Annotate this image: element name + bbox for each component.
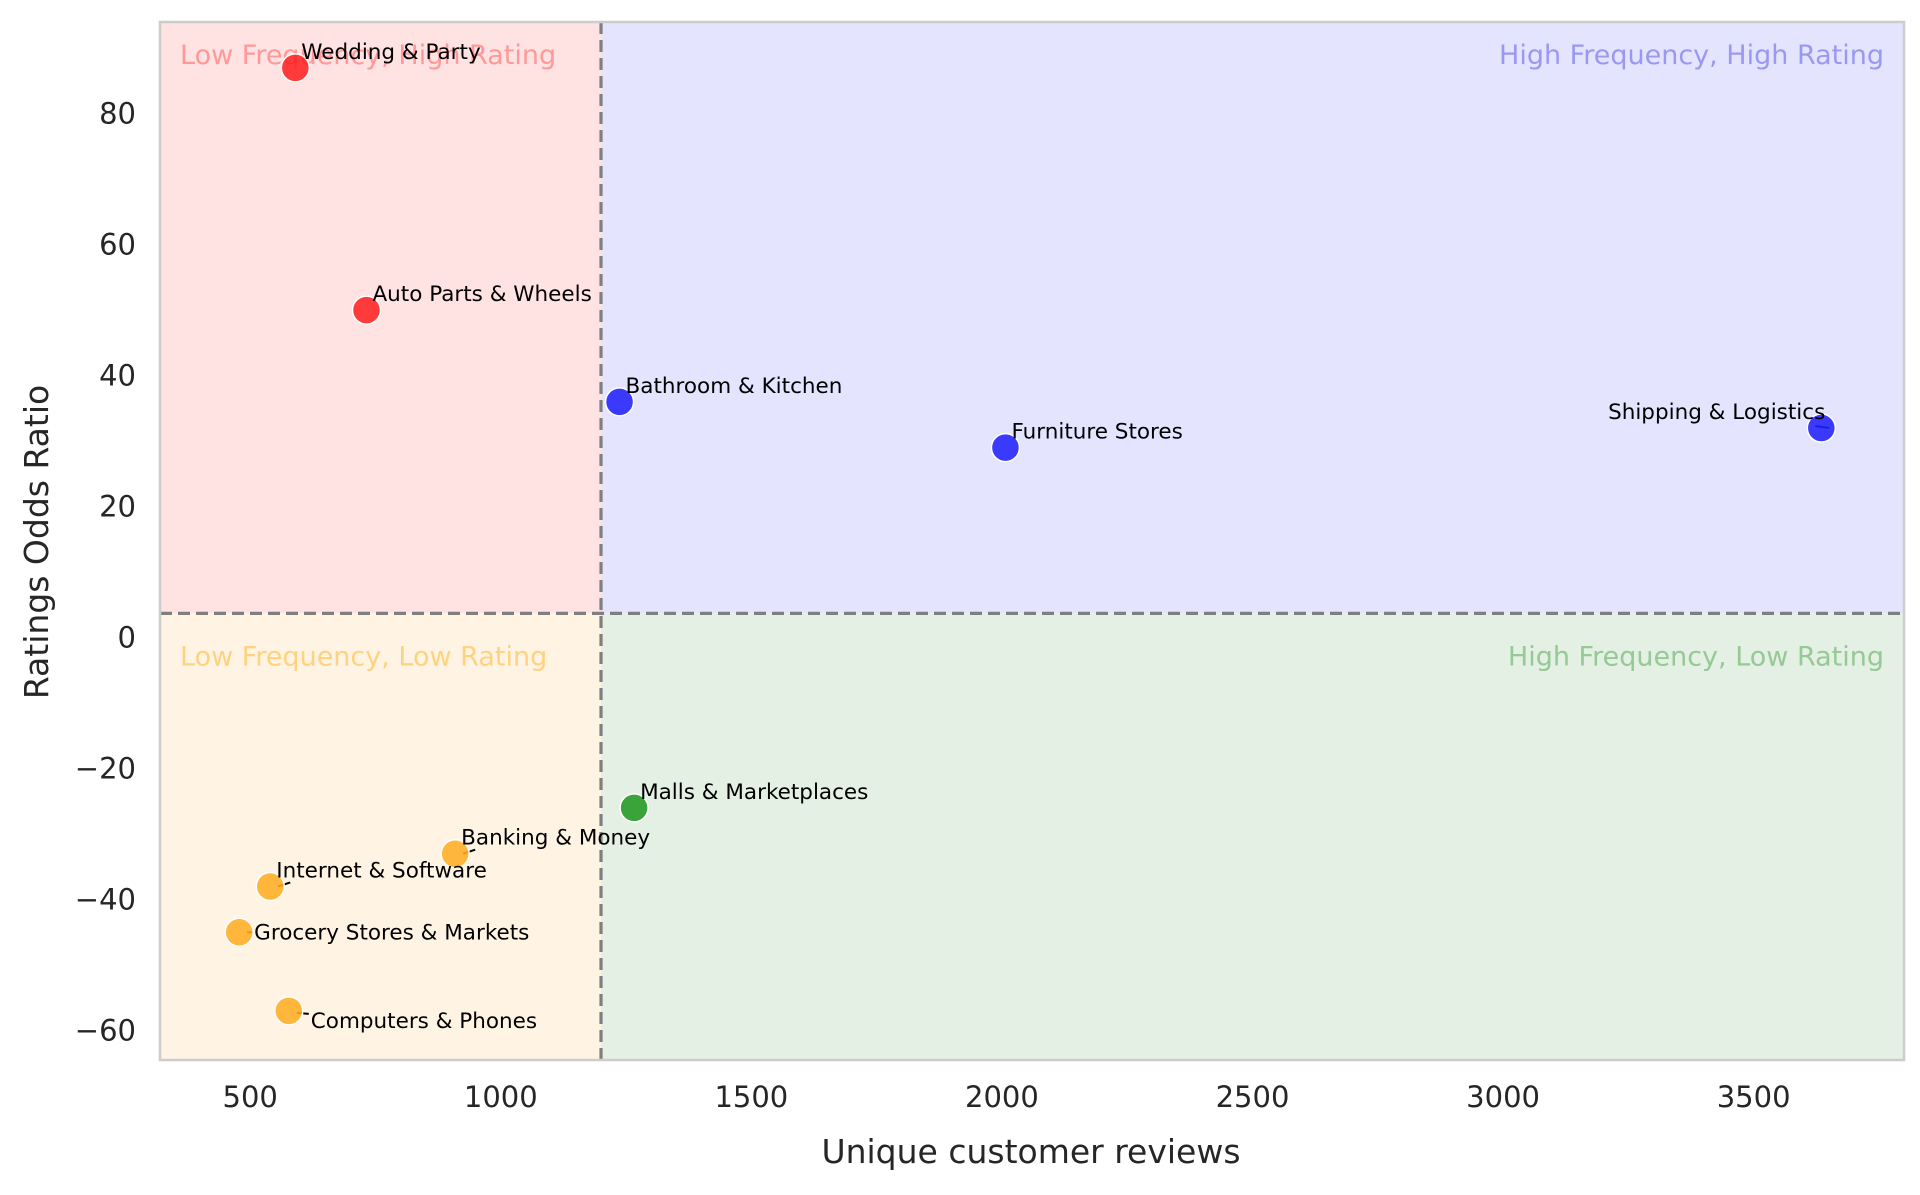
y-tick-label: 40 — [99, 359, 136, 393]
quadrant-top-right — [601, 22, 1904, 614]
y-tick-label: −20 — [75, 752, 136, 786]
data-point — [990, 432, 1021, 463]
data-point — [274, 996, 304, 1026]
y-tick-label: 20 — [99, 490, 136, 524]
point-label: Auto Parts & Wheels — [372, 282, 591, 307]
quadrant-label-top-right: High Frequency, High Rating — [1499, 40, 1884, 71]
plot-border — [158, 20, 1906, 1062]
data-points — [224, 53, 1837, 1026]
data-point — [604, 387, 635, 417]
quadrant-backgrounds — [160, 22, 1904, 1060]
point-label: Malls & Marketplaces — [640, 780, 868, 805]
plot-frame — [158, 20, 1906, 1062]
quadrant-labels: Low Frequency, High Rating High Frequency… — [180, 40, 1884, 672]
data-point — [255, 871, 286, 902]
quadrant-label-bottom-right: High Frequency, Low Rating — [1508, 641, 1884, 672]
point-label: Banking & Money — [461, 826, 650, 851]
data-point — [440, 838, 470, 869]
x-tick-label: 3000 — [1466, 1080, 1540, 1114]
x-axis-label: Unique customer reviews — [821, 1132, 1240, 1171]
y-tick-label: −60 — [75, 1014, 136, 1048]
quadrant-bottom-right — [601, 613, 1904, 1060]
y-tick-label: 60 — [99, 228, 136, 262]
point-label: Computers & Phones — [311, 1009, 537, 1034]
data-point — [280, 53, 311, 83]
point-label: Wedding & Party — [301, 40, 481, 65]
data-point — [1806, 413, 1837, 443]
threshold-lines — [160, 22, 1904, 1060]
x-tick-label: 2000 — [965, 1080, 1039, 1114]
data-point — [619, 793, 649, 823]
y-axis-label: Ratings Odds Ratio — [17, 385, 56, 699]
point-label: Shipping & Logistics — [1608, 400, 1825, 425]
quadrant-bottom-left — [160, 613, 602, 1060]
point-label: Grocery Stores & Markets — [254, 920, 529, 945]
point-label: Bathroom & Kitchen — [626, 374, 843, 399]
y-axis-ticks: −60 −40 −20 0 20 40 60 80 — [75, 97, 136, 1048]
x-tick-label: 3500 — [1717, 1080, 1791, 1114]
point-labels: Wedding & Party Auto Parts & Wheels Bathro… — [254, 40, 1825, 1034]
y-tick-label: 80 — [99, 97, 136, 131]
quadrant-top-left — [160, 22, 602, 614]
x-tick-label: 1000 — [464, 1080, 538, 1114]
x-tick-label: 2500 — [1216, 1080, 1290, 1114]
point-label: Internet & Software — [276, 858, 487, 883]
point-label: Furniture Stores — [1011, 420, 1182, 445]
y-tick-label: 0 — [118, 621, 136, 655]
data-point — [224, 917, 254, 948]
quadrant-label-bottom-left: Low Frequency, Low Rating — [180, 641, 547, 672]
x-tick-label: 500 — [223, 1080, 278, 1114]
data-point — [351, 295, 382, 325]
x-axis-ticks: 500 1000 1500 2000 2500 3000 3500 — [223, 1080, 1791, 1114]
y-tick-label: −40 — [75, 883, 136, 917]
x-tick-label: 1500 — [714, 1080, 788, 1114]
quadrant-label-top-left: Low Frequency, High Rating — [180, 40, 556, 71]
